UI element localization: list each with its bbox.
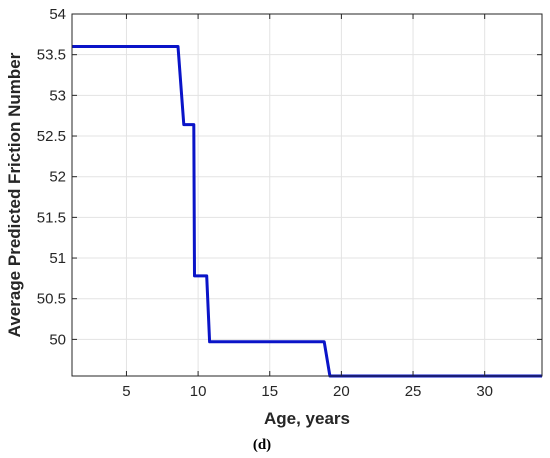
x-tick-label: 10 — [190, 383, 207, 400]
x-tick-labels: 5 10 15 20 25 30 — [122, 383, 493, 400]
x-tick-label: 20 — [333, 383, 350, 400]
plot-background — [72, 14, 542, 376]
y-tick-label: 52 — [49, 169, 66, 186]
series-line — [72, 45, 542, 378]
plot-frame — [71, 13, 543, 377]
grid-lines — [72, 13, 542, 376]
x-axis-title: Age, years — [264, 409, 350, 428]
x-tick-label: 25 — [405, 383, 422, 400]
y-axis-title: Average Predicted Friction Number — [5, 52, 24, 337]
series-line-group — [72, 45, 542, 378]
y-tick-label: 52.5 — [37, 128, 66, 145]
x-tick-label: 5 — [122, 383, 130, 400]
y-tick-label: 53.5 — [37, 47, 66, 64]
x-tick-label: 15 — [261, 383, 278, 400]
y-tick-label: 50 — [49, 331, 66, 348]
tick-marks — [72, 13, 542, 376]
y-tick-label: 54 — [49, 6, 66, 23]
y-tick-label: 51 — [49, 250, 66, 267]
y-tick-label: 53 — [49, 87, 66, 104]
figure-caption: (d) — [253, 437, 271, 453]
x-tick-label: 30 — [476, 383, 493, 400]
y-tick-label: 51.5 — [37, 209, 66, 226]
y-tick-label: 50.5 — [37, 291, 66, 308]
y-tick-labels: 50 50.5 51 51.5 52 52.5 53 53.5 54 — [37, 6, 66, 348]
